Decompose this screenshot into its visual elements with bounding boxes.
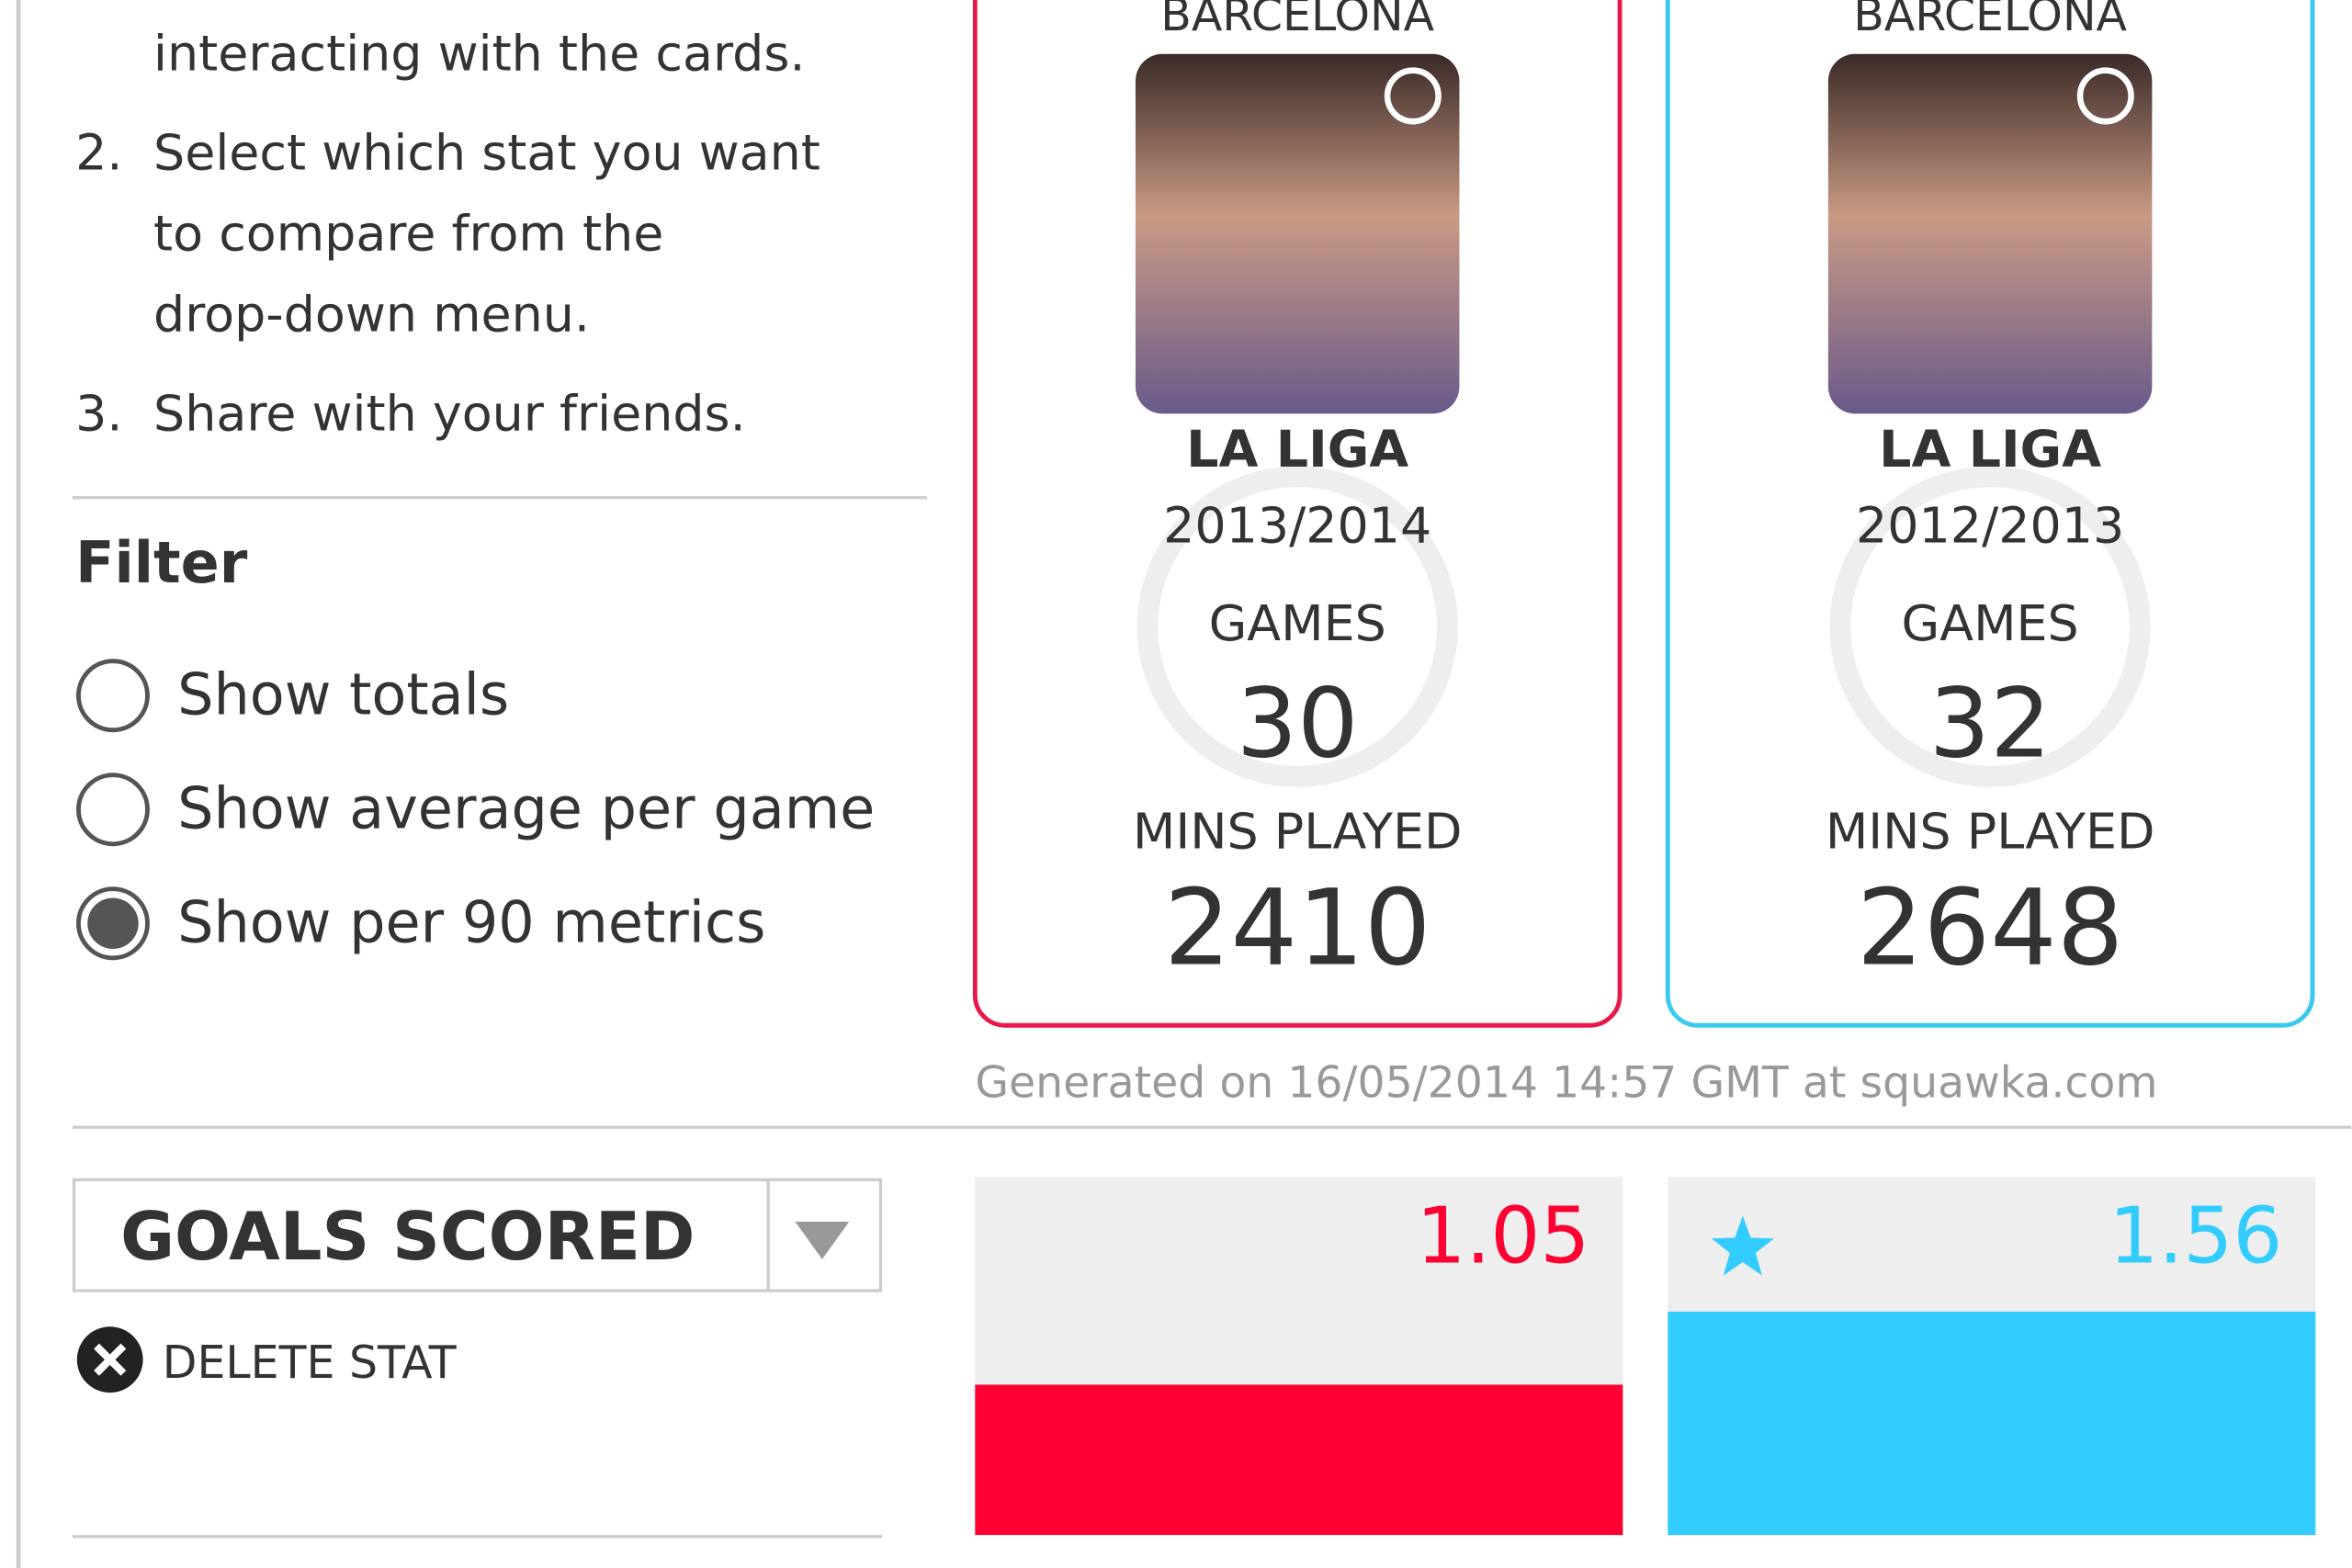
- radio-label[interactable]: Show totals: [177, 661, 509, 728]
- leader-star: [1711, 1215, 1774, 1276]
- stat-bar: [975, 1384, 1623, 1536]
- photo-logo: [1384, 67, 1442, 125]
- radio-label[interactable]: Show average per game: [177, 775, 875, 842]
- delete-x: [94, 1343, 127, 1376]
- stat-select[interactable]: GOALS SCORED: [72, 1178, 883, 1292]
- stat-name[interactable]: GOALS SCORED: [120, 1198, 695, 1275]
- select-box[interactable]: [72, 1178, 883, 1292]
- photo-logo: [2076, 67, 2134, 125]
- stat-value: 1.56: [2109, 1191, 2282, 1282]
- mins: 2410: [1164, 867, 1431, 989]
- mins: 2648: [1857, 867, 2124, 989]
- radio-label[interactable]: Show per 90 metrics: [177, 889, 765, 956]
- list-text: Share with your friends.: [153, 384, 746, 442]
- player-photo: [1827, 53, 2153, 414]
- games-label: GAMES: [1902, 594, 2079, 652]
- mins-label: MINS PLAYED: [1133, 803, 1463, 861]
- player-photo: [1135, 53, 1460, 414]
- filter-title: Filter: [75, 529, 248, 596]
- list-text: interacting with the cards.: [153, 25, 806, 83]
- games: 32: [1929, 668, 2052, 780]
- dropdown-arrow[interactable]: [795, 1222, 850, 1259]
- games: 30: [1237, 668, 1359, 780]
- generated-note: Generated on 16/05/2014 14:57 GMT at squ…: [975, 1058, 2157, 1109]
- delete-label[interactable]: DELETE STAT: [163, 1337, 458, 1389]
- club: BARCELONA: [1853, 0, 2127, 41]
- stat-value: 1.05: [1416, 1191, 1589, 1282]
- card-watermark: [1829, 466, 2151, 787]
- stat-bar: [1668, 1311, 2316, 1536]
- league: LA LIGA: [1879, 421, 2101, 479]
- league: LA LIGA: [1186, 421, 1408, 479]
- list-number: 3.: [75, 384, 122, 442]
- card-watermark: [1136, 466, 1458, 787]
- radio[interactable]: [75, 773, 150, 847]
- list-text: to compare from the: [153, 204, 663, 262]
- delete-stat[interactable]: DELETE STAT: [76, 1326, 458, 1393]
- club: BARCELONA: [1160, 0, 1434, 41]
- radio[interactable]: [75, 659, 150, 733]
- radio-dot[interactable]: [87, 897, 139, 950]
- list-text: Select which stat you want: [153, 123, 820, 181]
- games-label: GAMES: [1209, 594, 1386, 652]
- mins-label: MINS PLAYED: [1826, 803, 2155, 861]
- season: 2012/2013: [1856, 497, 2124, 555]
- list-number: 2.: [75, 123, 122, 181]
- season: 2013/2014: [1163, 497, 1431, 555]
- list-text: drop-down menu.: [153, 286, 590, 344]
